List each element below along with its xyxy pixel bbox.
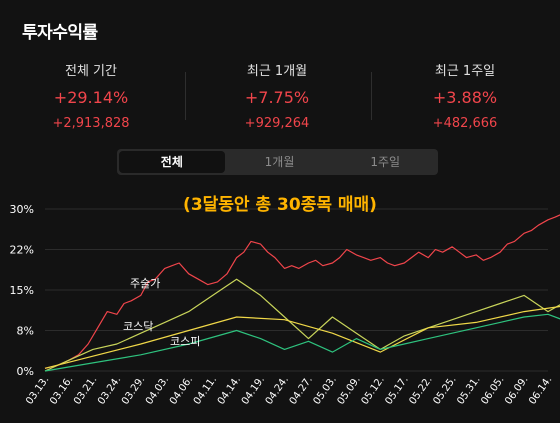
series-line xyxy=(44,214,560,369)
tab-1week[interactable]: 1주일 xyxy=(370,155,401,169)
stat-total-label: 전체 기간 xyxy=(65,64,117,79)
stat-month-label: 최근 1개월 xyxy=(246,64,308,79)
returns-chart: 30% 22% 15% 8% 0%03.13.03.16.03.21.03.24.03.… xyxy=(10,203,560,407)
stat-total-pct: +29.14% xyxy=(53,88,129,107)
series-label: 주술가 xyxy=(130,277,160,290)
stat-total: 전체 기간 +29.14% +2,913,828 xyxy=(16,60,166,131)
x-tick-label: 06.09. xyxy=(503,374,530,406)
x-tick-label: 04.24. xyxy=(264,374,291,406)
divider xyxy=(185,72,186,120)
x-tick-label: 03.21. xyxy=(72,374,99,406)
series-line xyxy=(44,313,560,372)
x-tick-label: 04.19. xyxy=(240,374,267,406)
y-tick-label: 8% xyxy=(17,325,34,338)
x-tick-label: 03.24. xyxy=(96,374,123,406)
stat-total-amount: +2,913,828 xyxy=(52,116,130,131)
x-tick-label: 06.14. xyxy=(527,374,554,406)
divider xyxy=(371,72,372,120)
x-tick-label: 05.22. xyxy=(407,374,434,406)
series-line xyxy=(44,278,560,372)
x-tick-label: 03.13. xyxy=(24,374,51,406)
y-tick-label: 15% xyxy=(10,284,34,297)
series-label: 코스닥 xyxy=(123,320,153,333)
stat-week-amount: +482,666 xyxy=(432,116,498,131)
x-tick-label: 04.14. xyxy=(216,374,243,406)
x-tick-label: 04.03. xyxy=(144,374,171,406)
x-tick-label: 03.29. xyxy=(120,374,147,406)
y-tick-label: 22% xyxy=(10,244,34,257)
x-tick-label: 05.09. xyxy=(336,374,363,406)
x-tick-label: 05.12. xyxy=(360,374,387,406)
x-tick-label: 06.05. xyxy=(479,374,506,406)
stat-month-pct: +7.75% xyxy=(244,88,310,107)
y-tick-label: 30% xyxy=(10,203,34,216)
stat-month: 최근 1개월 +7.75% +929,264 xyxy=(202,60,352,131)
x-tick-label: 04.27. xyxy=(288,374,315,406)
x-tick-label: 04.11. xyxy=(192,374,219,406)
y-tick-label: 0% xyxy=(17,365,34,378)
tab-all[interactable]: 전체 xyxy=(119,151,225,173)
x-tick-label: 05.31. xyxy=(455,374,482,406)
headline-annotation: (3달동안 총 30종목 매매) xyxy=(183,195,377,215)
stat-week: 최근 1주일 +3.88% +482,666 xyxy=(390,60,540,131)
x-tick-label: 03.16. xyxy=(48,374,75,406)
x-tick-label: 04.06. xyxy=(168,374,195,406)
tab-1month[interactable]: 1개월 xyxy=(264,155,295,169)
period-tabs: 전체 1개월 1주일 xyxy=(117,149,438,175)
x-tick-label: 05.25. xyxy=(431,374,458,406)
page-title: 투자수익률 xyxy=(22,23,98,43)
stat-week-pct: +3.88% xyxy=(432,88,498,107)
stat-week-label: 최근 1주일 xyxy=(434,64,496,79)
series-line xyxy=(44,305,560,369)
x-tick-label: 05.03. xyxy=(312,374,339,406)
series-label: 코스피 xyxy=(170,335,200,348)
stat-month-amount: +929,264 xyxy=(244,116,310,131)
x-tick-label: 05.17. xyxy=(383,374,410,406)
